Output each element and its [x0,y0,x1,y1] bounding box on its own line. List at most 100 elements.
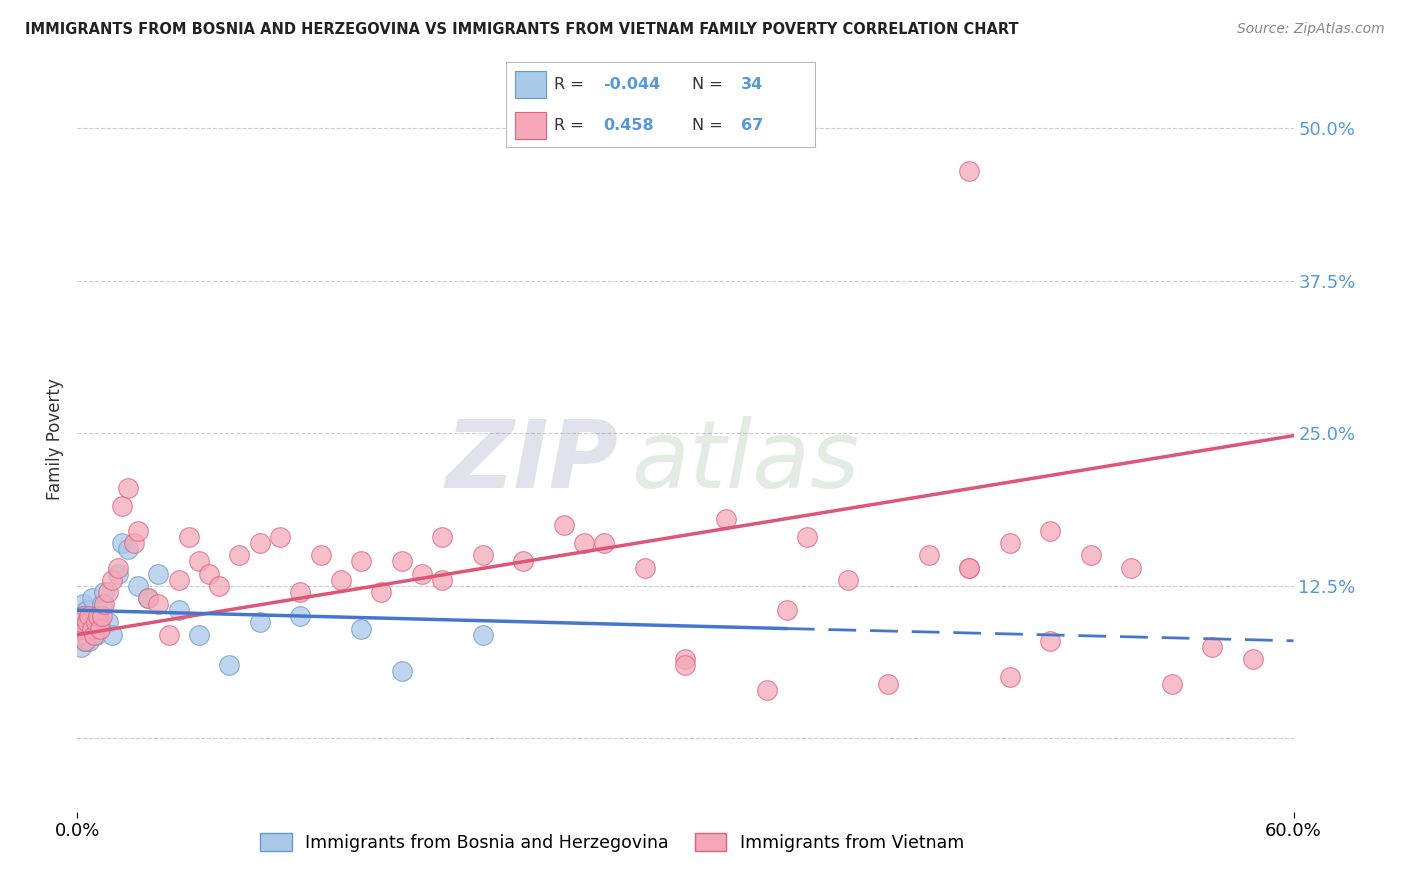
Point [877,676,900,690]
Point [430,530,453,544]
Point [127,524,149,538]
Point [67,628,90,642]
Bar [516,112,547,139]
Point [1039,524,1062,538]
Point [188,628,211,642]
Point [957,560,980,574]
Point [97,585,120,599]
Text: 0.458: 0.458 [603,118,654,133]
Point [111,536,134,550]
Point [75,622,97,636]
Point [76,615,98,630]
Point [998,670,1021,684]
Point [1039,633,1062,648]
Point [70,615,93,630]
Point [391,665,413,679]
Point [837,573,859,587]
Point [117,481,139,495]
Point [167,573,190,587]
Point [471,628,494,642]
Point [593,536,616,550]
Point [79,633,101,648]
Point [136,591,159,605]
Point [1241,652,1264,666]
Point [675,652,697,666]
Point [67,615,90,630]
Point [218,658,240,673]
Text: R =: R = [554,77,589,92]
Point [111,500,134,514]
Point [70,640,93,654]
Point [93,585,115,599]
Bar [516,71,547,98]
Point [76,603,98,617]
Point [634,560,657,574]
Point [84,615,107,630]
Legend: Immigrants from Bosnia and Herzegovina, Immigrants from Vietnam: Immigrants from Bosnia and Herzegovina, … [253,826,972,859]
Point [107,560,129,574]
Point [167,603,190,617]
Text: ZIP: ZIP [446,416,619,508]
Point [309,549,332,563]
Point [512,554,534,568]
Point [1201,640,1223,654]
Point [918,549,941,563]
Point [70,622,93,636]
Point [755,682,778,697]
Point [796,530,818,544]
Point [80,591,103,605]
Point [89,615,111,630]
Point [290,609,312,624]
Point [86,609,108,624]
Point [411,566,433,581]
Point [188,554,211,568]
Point [350,554,373,568]
Point [249,536,271,550]
Point [136,591,159,605]
Point [177,530,200,544]
Point [957,560,980,574]
Point [208,579,231,593]
Point [86,609,108,624]
Point [391,554,413,568]
Point [70,628,93,642]
Point [148,566,170,581]
Point [329,573,352,587]
Point [75,633,97,648]
Point [1080,549,1102,563]
Text: -0.044: -0.044 [603,77,661,92]
Point [76,615,98,630]
Point [79,609,101,624]
Point [79,609,101,624]
Point [998,536,1021,550]
Point [957,163,980,178]
Point [269,530,291,544]
Text: 34: 34 [741,77,763,92]
Text: R =: R = [554,118,595,133]
Point [122,536,145,550]
Point [72,609,94,624]
Point [107,566,129,581]
Point [72,597,94,611]
Point [90,609,112,624]
Point [572,536,595,550]
Point [350,622,373,636]
Point [1121,560,1143,574]
Point [148,597,170,611]
Point [127,579,149,593]
Point [1161,676,1184,690]
Point [93,597,115,611]
Point [714,511,737,525]
Point [157,628,180,642]
Text: 67: 67 [741,118,763,133]
Point [80,622,103,636]
Text: N =: N = [692,118,728,133]
Point [101,628,124,642]
Point [776,603,799,617]
Point [249,615,271,630]
Point [84,628,107,642]
Point [83,628,105,642]
Text: IMMIGRANTS FROM BOSNIA AND HERZEGOVINA VS IMMIGRANTS FROM VIETNAM FAMILY POVERTY: IMMIGRANTS FROM BOSNIA AND HERZEGOVINA V… [25,22,1019,37]
Point [75,633,97,648]
Point [83,615,105,630]
